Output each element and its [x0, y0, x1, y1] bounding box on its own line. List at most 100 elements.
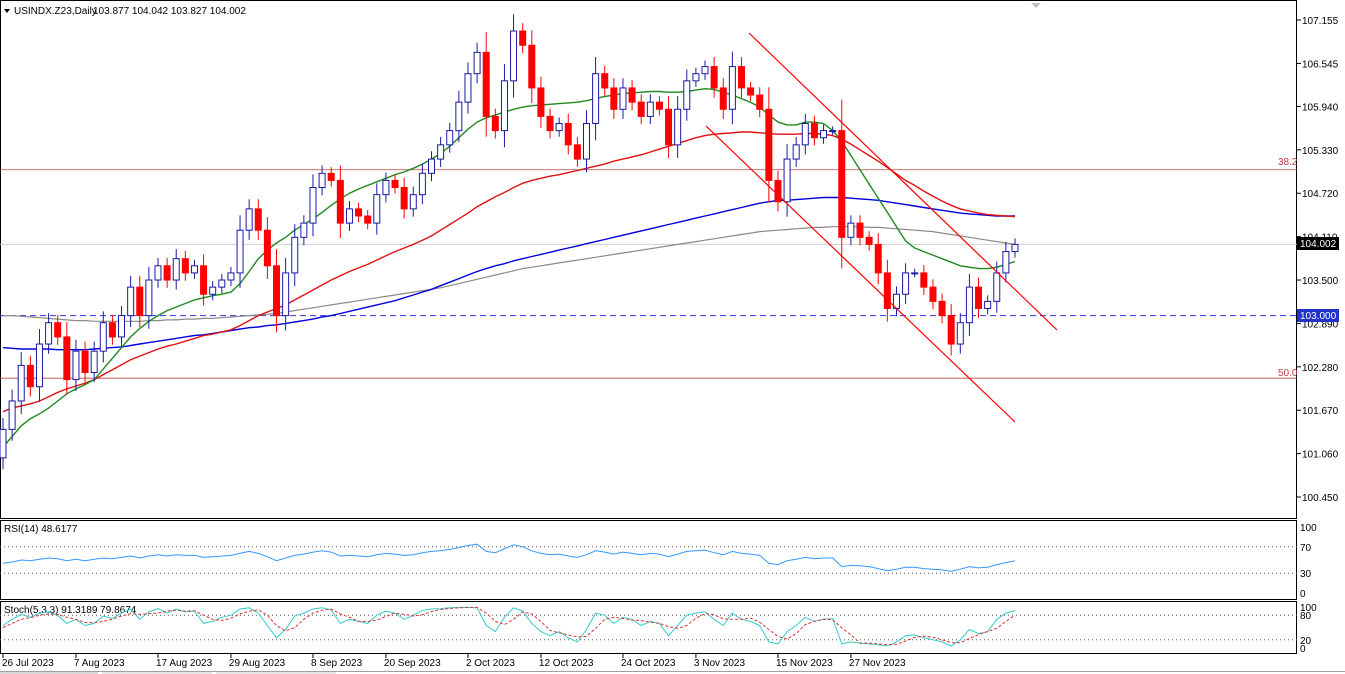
candle [710, 56, 718, 98]
main-panel-frame [0, 0, 1297, 519]
tab-3[interactable] [216, 672, 336, 674]
candle-body [227, 272, 235, 281]
candle-body [528, 44, 536, 89]
candle-body [719, 87, 727, 110]
candle-body [181, 258, 189, 274]
candle-body [491, 115, 499, 132]
candle-body [956, 322, 964, 345]
channel-upper-line[interactable] [748, 32, 1058, 331]
candle-body [245, 208, 253, 231]
candle-body [975, 286, 983, 309]
rsi-line [2, 543, 1016, 572]
channel-lower-line[interactable] [705, 125, 1016, 423]
time-tick-label: 8 Sep 2023 [311, 658, 363, 669]
candle-body [391, 179, 399, 189]
candle [263, 217, 271, 279]
time-tick-label: 15 Nov 2023 [776, 658, 833, 669]
candle [99, 311, 107, 363]
candle [947, 304, 955, 356]
candle-body [1002, 251, 1010, 274]
candle-body [856, 222, 864, 238]
candle-body [756, 94, 764, 110]
candle-body [984, 300, 992, 309]
candle [920, 265, 928, 295]
candle [282, 257, 290, 331]
price-tick-label: 106.545 [1302, 59, 1339, 70]
candle [327, 167, 335, 187]
candle [628, 80, 636, 110]
candle [646, 94, 654, 125]
price-tick-label: 103.500 [1302, 276, 1339, 287]
candle [993, 261, 1001, 313]
candle-body [218, 279, 226, 288]
trend-channel[interactable] [705, 32, 1058, 423]
candle-body [418, 172, 426, 196]
candle [309, 174, 317, 237]
tab-1[interactable] [0, 672, 98, 674]
candle-body [646, 101, 654, 117]
candle [108, 314, 116, 345]
candle [145, 266, 153, 329]
candle-body [382, 179, 390, 196]
candle [455, 90, 463, 143]
collapse-triangle-icon[interactable] [4, 9, 10, 13]
candle [847, 215, 855, 246]
current-price-marker: 104.002 [1297, 237, 1339, 250]
fib-38-label: 38.2 [1278, 157, 1298, 168]
candle-body [45, 322, 53, 345]
candle [254, 199, 262, 240]
candle-body [537, 87, 545, 117]
tab-2[interactable] [102, 672, 212, 674]
time-tick-label: 17 Aug 2023 [156, 658, 213, 669]
candle [874, 233, 882, 285]
candle-body [145, 279, 153, 317]
candle-body [0, 428, 7, 459]
candle [701, 60, 709, 80]
candle-body [455, 101, 463, 132]
candle [582, 110, 590, 173]
time-tick-label: 27 Nov 2023 [849, 658, 906, 669]
price-tick-label: 107.155 [1302, 16, 1339, 27]
chart-shift-marker-icon[interactable] [1031, 3, 1041, 8]
candle-body [172, 258, 180, 281]
candle [610, 78, 618, 119]
candle-body [54, 322, 62, 338]
candle-body [345, 208, 353, 224]
fib-50-label: 50.0 [1278, 368, 1298, 379]
candle [81, 341, 89, 383]
candle-body [765, 108, 773, 181]
candle-body [601, 73, 609, 89]
candle [856, 215, 864, 246]
candle [792, 137, 800, 167]
time-tick-label: 26 Jul 2023 [2, 658, 54, 669]
candle [747, 81, 755, 102]
candle-body [373, 194, 381, 224]
candle [400, 177, 408, 219]
candle [418, 163, 426, 205]
candle-body [26, 364, 34, 388]
candle-body [327, 172, 335, 181]
candle [820, 124, 828, 144]
candle-body [318, 172, 326, 189]
candle-body [774, 179, 782, 203]
candle-body [692, 73, 700, 82]
level-price-label: 103.000 [1300, 311, 1337, 322]
candle [355, 202, 363, 223]
candle [692, 67, 700, 87]
candle [136, 275, 144, 327]
candle [537, 76, 545, 128]
candle [911, 268, 919, 278]
candle [938, 293, 946, 324]
candle-body [446, 130, 454, 146]
rsi-panel-frame [0, 520, 1297, 600]
candle [728, 51, 736, 125]
price-axis: 107.155106.545105.940105.330104.720104.1… [1297, 16, 1339, 504]
candle-body [993, 272, 1001, 302]
candle-body [200, 265, 208, 295]
candle [592, 56, 600, 141]
candle-body [546, 115, 554, 132]
candle [491, 108, 499, 139]
candle-body [883, 272, 891, 309]
candle-body [437, 144, 445, 160]
